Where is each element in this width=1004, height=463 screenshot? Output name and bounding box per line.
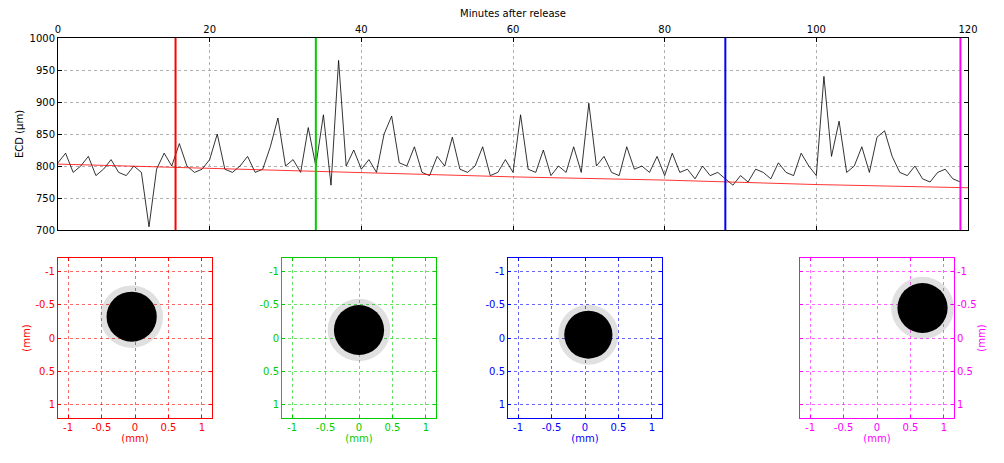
svg-text:1: 1 — [941, 422, 947, 433]
svg-text:-1: -1 — [495, 266, 505, 277]
svg-text:-0.5: -0.5 — [35, 299, 55, 310]
svg-text:-0.5: -0.5 — [485, 299, 505, 310]
svg-text:-1: -1 — [287, 422, 297, 433]
svg-text:950: 950 — [36, 65, 55, 76]
svg-text:ECD (μm): ECD (μm) — [14, 110, 25, 158]
svg-text:1: 1 — [199, 422, 205, 433]
svg-text:1000: 1000 — [30, 33, 55, 44]
svg-text:-0.5: -0.5 — [542, 422, 562, 433]
svg-text:80: 80 — [658, 24, 671, 35]
svg-text:1: 1 — [649, 422, 655, 433]
svg-text:850: 850 — [36, 129, 55, 140]
svg-text:-1: -1 — [45, 266, 55, 277]
svg-text:700: 700 — [36, 225, 55, 236]
svg-text:0.5: 0.5 — [39, 366, 55, 377]
svg-text:0.5: 0.5 — [957, 366, 973, 377]
svg-text:20: 20 — [203, 24, 216, 35]
svg-text:0: 0 — [874, 422, 880, 433]
svg-text:Minutes after release: Minutes after release — [460, 8, 566, 19]
svg-text:-0.5: -0.5 — [316, 422, 336, 433]
svg-text:0: 0 — [49, 333, 55, 344]
svg-text:(mm): (mm) — [571, 433, 598, 444]
svg-text:0: 0 — [273, 333, 279, 344]
svg-text:0.5: 0.5 — [611, 422, 627, 433]
svg-text:40: 40 — [355, 24, 368, 35]
svg-text:800: 800 — [36, 161, 55, 172]
svg-text:0.5: 0.5 — [385, 422, 401, 433]
svg-text:0.5: 0.5 — [263, 366, 279, 377]
svg-text:0.5: 0.5 — [903, 422, 919, 433]
svg-text:1: 1 — [499, 399, 505, 410]
svg-text:0: 0 — [957, 333, 963, 344]
svg-text:0: 0 — [55, 24, 61, 35]
svg-text:-0.5: -0.5 — [834, 422, 854, 433]
svg-text:0: 0 — [132, 422, 138, 433]
svg-text:1: 1 — [273, 399, 279, 410]
svg-text:120: 120 — [958, 24, 977, 35]
svg-text:(mm): (mm) — [345, 433, 372, 444]
svg-text:-1: -1 — [513, 422, 523, 433]
svg-text:(mm): (mm) — [863, 433, 890, 444]
svg-text:1: 1 — [957, 399, 963, 410]
svg-text:(mm): (mm) — [121, 433, 148, 444]
svg-text:900: 900 — [36, 97, 55, 108]
svg-text:-1: -1 — [63, 422, 73, 433]
svg-text:0.5: 0.5 — [161, 422, 177, 433]
svg-text:0: 0 — [499, 333, 505, 344]
svg-text:-0.5: -0.5 — [259, 299, 279, 310]
svg-text:0.5: 0.5 — [489, 366, 505, 377]
svg-text:1: 1 — [423, 422, 429, 433]
svg-text:60: 60 — [507, 24, 520, 35]
svg-text:0: 0 — [582, 422, 588, 433]
svg-text:1: 1 — [49, 399, 55, 410]
svg-text:-0.5: -0.5 — [92, 422, 112, 433]
svg-text:100: 100 — [807, 24, 826, 35]
svg-text:-1: -1 — [957, 266, 967, 277]
svg-text:-1: -1 — [805, 422, 815, 433]
svg-text:(mm): (mm) — [21, 324, 32, 351]
svg-text:-1: -1 — [269, 266, 279, 277]
svg-text:0: 0 — [356, 422, 362, 433]
svg-text:(mm): (mm) — [976, 324, 987, 351]
svg-text:-0.5: -0.5 — [957, 299, 977, 310]
svg-text:750: 750 — [36, 193, 55, 204]
